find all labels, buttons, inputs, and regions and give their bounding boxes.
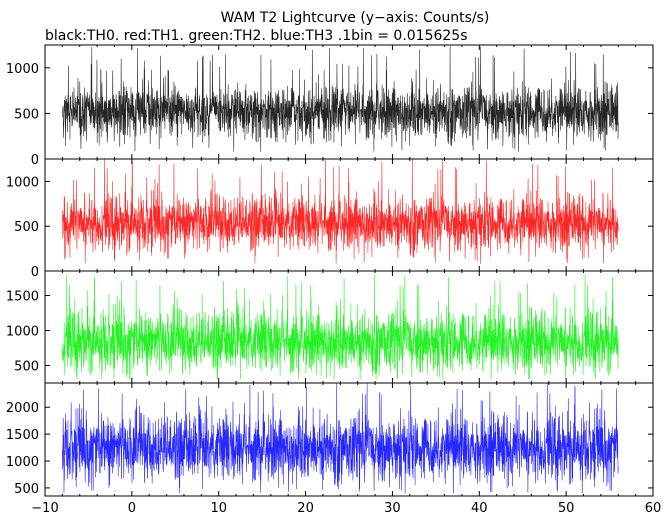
panel-th3: 500 1000 1500 2000 — [6, 382, 654, 497]
y-tick-label: 0 — [31, 153, 39, 168]
y-tick-label: 1000 — [6, 62, 39, 77]
x-tick-label: 60 — [645, 501, 662, 515]
x-tick-label: 0 — [128, 501, 136, 515]
panel-frame — [44, 382, 654, 497]
panel-th1: 0 500 1000 — [6, 158, 654, 280]
panel-th2: 500 1000 1500 — [6, 270, 654, 384]
series-th1 — [62, 159, 619, 264]
y-tick-label: 2000 — [6, 401, 39, 416]
chart-subtitle: black:TH0. red:TH1. green:TH2. blue:TH3 … — [45, 28, 468, 44]
y-tick-label: 500 — [14, 360, 39, 375]
y-tick-label: 1000 — [6, 455, 39, 470]
y-tick-label: 0 — [31, 265, 39, 280]
panel-th0: 0 500 1000 — [6, 44, 654, 168]
x-tick-label: 40 — [471, 501, 488, 515]
series-th3 — [62, 383, 619, 494]
y-tick-label: 500 — [14, 220, 39, 235]
y-tick-label: 1500 — [6, 290, 39, 305]
x-tick-label: 50 — [558, 501, 575, 515]
series-th0 — [62, 46, 619, 152]
x-tick-label: 20 — [297, 501, 314, 515]
series-th2 — [62, 274, 619, 380]
x-axis: −10 0 10 20 30 40 50 60 — [31, 501, 661, 515]
chart-title: WAM T2 Lightcurve (y−axis: Counts/s) — [221, 10, 490, 26]
y-tick-label: 1000 — [6, 175, 39, 190]
x-tick-label: −10 — [31, 501, 58, 515]
x-tick-label: 30 — [384, 501, 401, 515]
y-tick-label: 500 — [14, 482, 39, 497]
y-tick-label: 500 — [14, 107, 39, 122]
y-tick-label: 1500 — [6, 428, 39, 443]
panels-layer: 0 500 1000 0 500 1000 500 1000 1500 500 1000 1500 20… — [6, 44, 654, 497]
x-tick-label: 10 — [210, 501, 227, 515]
y-tick-label: 1000 — [6, 325, 39, 340]
